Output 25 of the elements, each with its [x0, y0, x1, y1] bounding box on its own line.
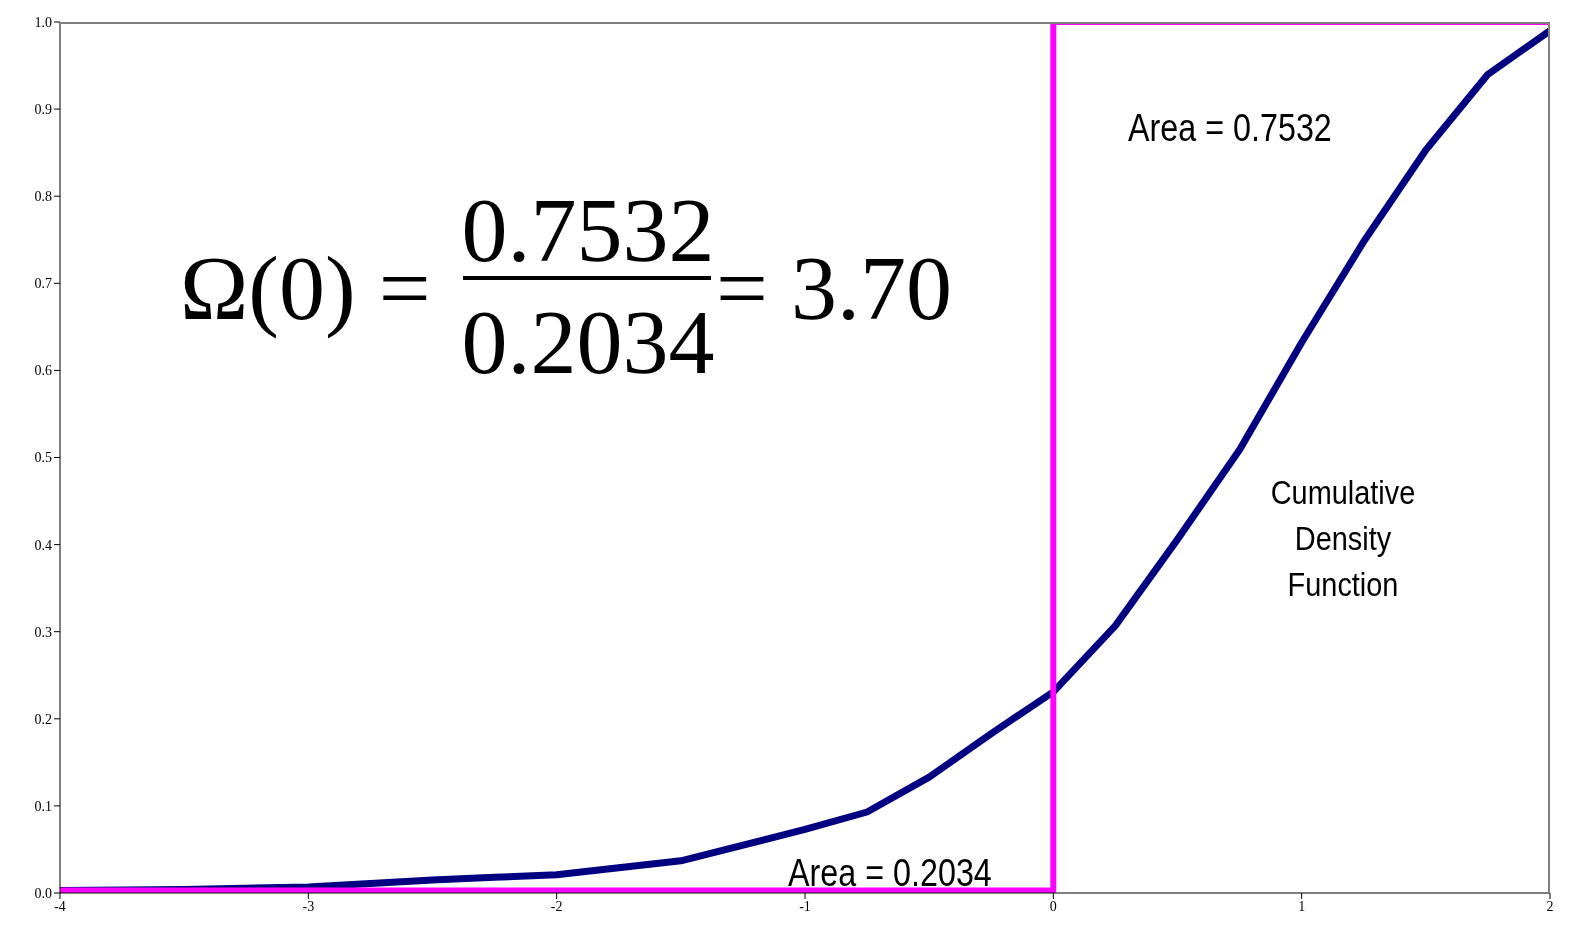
- annotation: Area = 0.2034: [788, 851, 993, 896]
- y-tick-label: 0.1: [34, 798, 52, 814]
- annotation: Cumulative Density Function: [1269, 472, 1417, 605]
- y-tick-label: 0.4: [34, 537, 52, 553]
- y-tick-label: 0.2: [34, 711, 52, 727]
- x-tick-label: -4: [54, 898, 66, 914]
- annotation: Ω(0) =: [180, 236, 432, 341]
- annotation: = 3.70: [716, 236, 953, 341]
- x-tick-label: 0: [1049, 898, 1057, 914]
- y-tick-label: 0.5: [34, 450, 52, 466]
- x-tick-label: -3: [302, 898, 315, 914]
- annotation: Area = 0.7532: [1128, 106, 1333, 151]
- x-tick-label: 2: [1546, 898, 1554, 914]
- annotation: 0.7532: [461, 179, 715, 281]
- y-tick-label: 0.6: [34, 363, 52, 379]
- x-tick-label: -2: [550, 898, 563, 914]
- y-tick-label: 0.8: [34, 189, 52, 205]
- x-tick-label: -1: [799, 898, 811, 914]
- y-tick-label: 0.7: [34, 276, 52, 292]
- annotation: 0.2034: [461, 291, 715, 393]
- y-tick-label: 0.9: [34, 102, 52, 118]
- x-tick-label: 1: [1298, 898, 1306, 914]
- y-tick-label: 0.0: [34, 885, 52, 901]
- y-tick-label: 0.3: [34, 624, 52, 640]
- y-tick-label: 1.0: [34, 14, 52, 30]
